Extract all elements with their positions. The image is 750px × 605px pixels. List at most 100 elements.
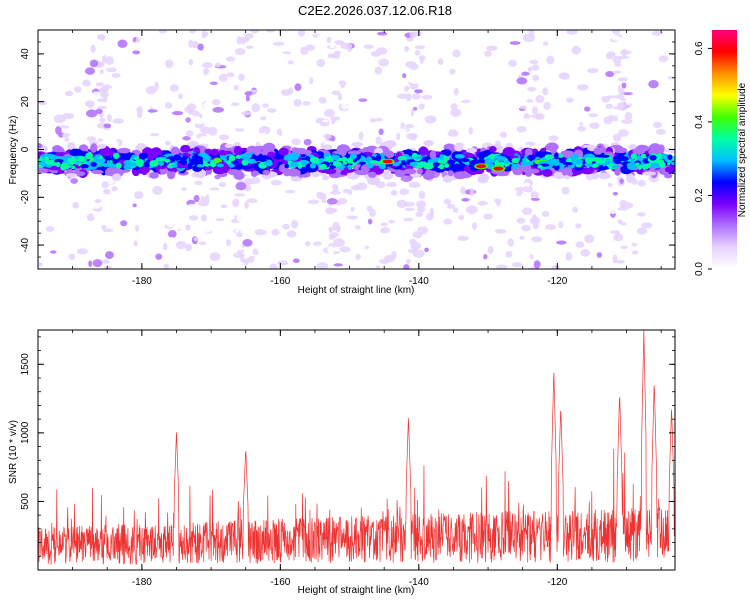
heatmap-cell [322,119,329,123]
heatmap-cell [524,167,533,177]
heatmap-cell [319,158,325,163]
heatmap-cell [333,263,343,267]
heatmap-cell [546,55,555,65]
heatmap-cell [522,33,535,43]
heatmap-cell [529,59,539,65]
heatmap-cell [322,140,335,146]
heatmap-cell [322,175,330,181]
heatmap-cell [76,248,88,255]
heatmap-cell [149,160,159,167]
heatmap-cell [324,168,337,175]
heatmap-cell [642,171,657,176]
heatmap-cell [524,44,530,53]
heatmap-cell [278,147,289,156]
heatmap-cell [111,185,118,192]
heatmap-cell [208,126,218,136]
heatmap-cell [251,103,261,113]
heatmap-cell [412,249,425,258]
heatmap-cell [457,235,469,241]
heatmap-cell [70,64,82,74]
heatmap-cell [52,39,59,46]
heatmap-cell [542,41,549,46]
heatmap-cell [447,170,454,177]
heatmap-cell [237,244,243,251]
heatmap-cell [614,147,628,154]
heatmap-cell [102,55,107,62]
heatmap-cell [378,164,387,170]
spectrogram-y-tick-label: 40 [20,48,31,60]
spectrogram-x-tick-label: -140 [409,276,429,287]
heatmap-cell [487,245,494,255]
heatmap-cell [429,150,437,159]
heatmap-cell [670,159,675,166]
heatmap-cell [208,195,221,200]
heatmap-cell [561,259,571,266]
heatmap-cell [346,157,354,164]
spectrogram-panel: -180 -160 -140 -120 -40 -20 0 20 40 Height of s… [8,29,676,296]
heatmap-cell [321,73,332,81]
heatmap-hotspot [493,166,504,171]
heatmap-cell [286,230,297,238]
heatmap-cell [64,137,70,142]
heatmap-cell [197,189,206,196]
heatmap-cell [325,94,336,104]
heatmap-cell [636,227,648,235]
heatmap-cell [350,206,355,212]
heatmap-cell [235,154,241,159]
heatmap-cell [89,59,99,68]
heatmap-cell [572,206,578,214]
heatmap-cell [80,163,89,169]
heatmap-cell [123,163,131,171]
heatmap-cell [399,188,410,196]
heatmap-cell [502,74,511,79]
heatmap-cell [519,235,525,240]
heatmap-cell [484,157,492,164]
heatmap-cell [303,138,312,146]
heatmap-cell [338,80,347,86]
heatmap-cell [419,146,428,156]
heatmap-cell [525,141,536,146]
heatmap-cell [94,144,107,149]
heatmap-cell [453,87,459,96]
heatmap-cell [549,234,556,241]
heatmap-cell [67,157,78,164]
heatmap-cell [155,253,163,260]
heatmap-cell [390,225,399,234]
heatmap-cell [647,64,654,73]
heatmap-cell [369,160,378,164]
heatmap-cell [637,179,646,187]
heatmap-cell [286,168,301,177]
heatmap-cell [567,211,577,219]
heatmap-cell [435,69,444,76]
heatmap-cell [246,198,258,204]
heatmap-cell [375,136,383,145]
spectrogram-y-tick-label: 0 [20,146,31,152]
heatmap-cell [112,118,124,124]
heatmap-cell [561,186,570,195]
heatmap-cell [198,241,207,246]
heatmap-cell [173,154,182,161]
heatmap-cell [519,112,525,117]
heatmap-cell [271,228,280,236]
heatmap-cell [188,215,199,221]
heatmap-cell [347,189,353,195]
heatmap-cell [337,197,348,205]
heatmap-cell [329,39,336,49]
heatmap-cell [74,44,83,52]
heatmap-cell [391,250,397,259]
heatmap-cell [411,93,421,100]
heatmap-cell [306,85,316,95]
heatmap-cell [540,32,545,42]
heatmap-cell [162,258,171,265]
heatmap-cell [442,175,453,183]
heatmap-cell [409,31,417,39]
heatmap-cell [524,148,533,157]
heatmap-cell [226,239,232,247]
heatmap-cell [138,236,148,240]
heatmap-cell [240,135,250,142]
heatmap-cell [579,32,587,38]
heatmap-cell [255,141,260,147]
colorbar: 0.0 0.2 0.4 0.6 Normalized spectral amplitu… [694,30,748,276]
heatmap-cell [446,203,456,209]
heatmap-cell [390,189,398,196]
